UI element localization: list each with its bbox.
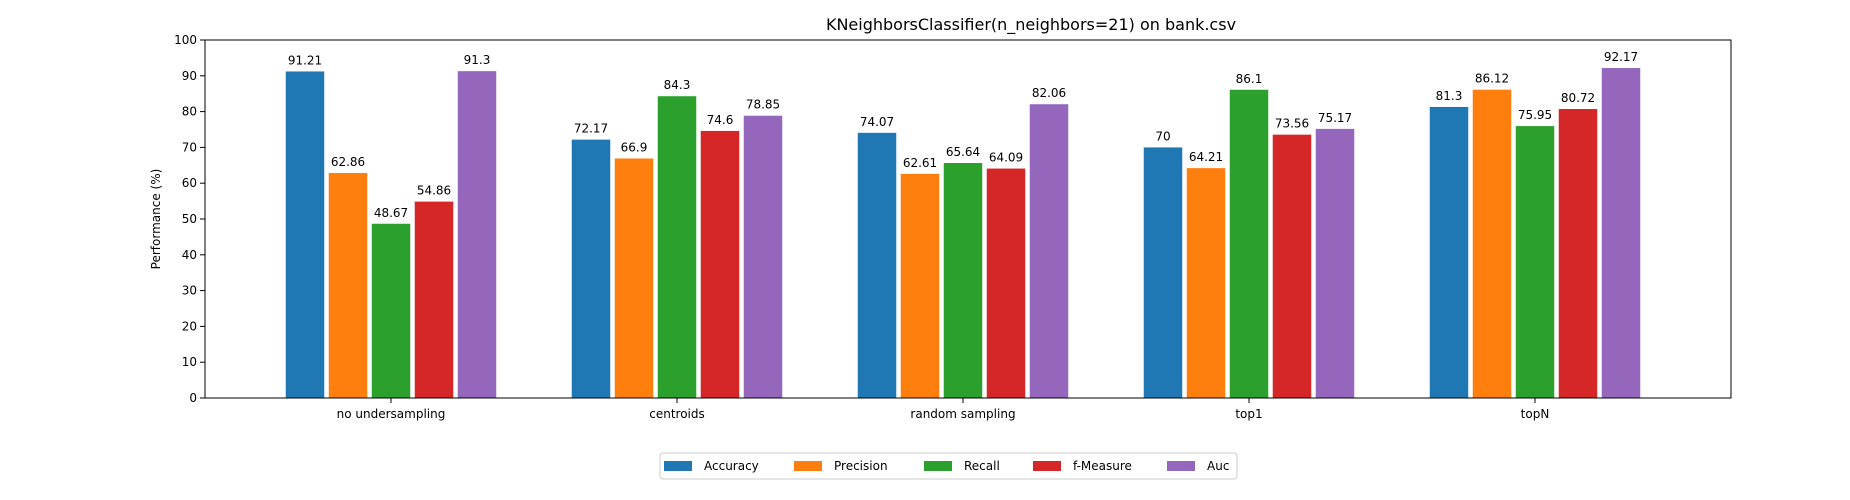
data-label: 70 (1155, 129, 1170, 143)
bar-recall (1229, 89, 1269, 399)
data-label: 84.3 (664, 78, 691, 92)
bar-accuracy (1143, 147, 1183, 398)
data-label: 82.06 (1032, 86, 1066, 100)
data-label: 78.85 (746, 98, 780, 112)
y-tick-label: 90 (182, 69, 197, 83)
bar-auc (457, 71, 497, 399)
legend-label: Precision (834, 459, 888, 473)
data-label: 73.56 (1275, 117, 1309, 131)
data-label: 64.09 (989, 151, 1023, 165)
y-tick-label: 40 (182, 248, 197, 262)
y-tick-label: 50 (182, 212, 197, 226)
legend-label: f-Measure (1073, 459, 1132, 473)
data-label: 72.17 (574, 122, 608, 136)
data-labels-group: 91.21 62.86 48.67 54.86 91.3 72.17 66.9 84.3 74.… (288, 50, 1638, 220)
data-label: 65.64 (946, 145, 980, 159)
data-label: 74.07 (860, 115, 894, 129)
y-tick-label: 100 (174, 33, 197, 47)
legend: Accuracy Precision Recall f-Measure Auc (659, 452, 1238, 480)
bar-recall (1515, 126, 1555, 398)
bar-auc (1315, 128, 1355, 398)
bar-recall (657, 96, 697, 399)
data-label: 86.1 (1236, 72, 1263, 86)
legend-label: Accuracy (704, 459, 759, 473)
data-label: 80.72 (1561, 91, 1595, 105)
data-label: 86.12 (1475, 72, 1509, 86)
data-label: 91.3 (464, 53, 491, 67)
bar-f-measure (986, 168, 1026, 398)
x-tick-label: no undersampling (337, 407, 446, 421)
legend-label: Recall (964, 459, 1000, 473)
data-label: 54.86 (417, 184, 451, 198)
legend-label: Auc (1207, 459, 1229, 473)
x-axis: no undersampling centroids random sampling… (337, 398, 1550, 421)
bar-precision (1186, 168, 1226, 398)
data-label: 92.17 (1604, 50, 1638, 64)
y-tick-label: 60 (182, 176, 197, 190)
legend-swatch (664, 461, 692, 471)
data-label: 75.17 (1318, 111, 1352, 125)
bar-precision (1472, 89, 1512, 398)
legend-swatch (794, 461, 822, 471)
data-label: 74.6 (707, 113, 734, 127)
bar-accuracy (857, 132, 897, 398)
legend-swatch (924, 461, 952, 471)
data-label: 81.3 (1436, 89, 1463, 103)
x-tick-label: centroids (649, 407, 705, 421)
y-axis: 0 10 20 30 40 50 60 70 80 90 100 (174, 33, 205, 405)
legend-swatch (1033, 461, 1061, 471)
x-tick-label: top1 (1235, 407, 1262, 421)
bar-recall (943, 163, 983, 398)
y-tick-label: 10 (182, 355, 197, 369)
bar-precision (328, 172, 368, 398)
y-tick-label: 30 (182, 284, 197, 298)
data-label: 66.9 (621, 140, 648, 154)
legend-swatch (1167, 461, 1195, 471)
data-label: 62.61 (903, 156, 937, 170)
data-label: 48.67 (374, 206, 408, 220)
y-axis-label: Performance (%) (149, 169, 163, 270)
y-tick-label: 20 (182, 319, 197, 333)
bar-auc (743, 115, 783, 398)
bar-precision (614, 158, 654, 398)
y-tick-label: 80 (182, 105, 197, 119)
bar-recall (371, 223, 411, 398)
bar-f-measure (700, 130, 740, 398)
data-label: 64.21 (1189, 150, 1223, 164)
bar-auc (1601, 68, 1641, 398)
bar-precision (900, 173, 940, 398)
bar-auc (1029, 104, 1069, 399)
data-label: 62.86 (331, 155, 365, 169)
data-label: 91.21 (288, 53, 322, 67)
plot-area: 91.21 62.86 48.67 54.86 91.3 72.17 66.9 84.3 74.… (174, 33, 1732, 421)
x-tick-label: topN (1521, 407, 1550, 421)
y-tick-label: 70 (182, 140, 197, 154)
chart-title: KNeighborsClassifier(n_neighbors=21) on … (826, 15, 1236, 35)
bars-group (285, 68, 1641, 399)
bar-f-measure (1558, 109, 1598, 398)
data-label: 75.95 (1518, 108, 1552, 122)
bar-accuracy (1429, 106, 1469, 399)
bar-accuracy (285, 71, 325, 398)
bar-accuracy (571, 139, 611, 398)
x-tick-label: random sampling (910, 407, 1015, 421)
bar-f-measure (1272, 134, 1312, 398)
bar-f-measure (414, 201, 454, 398)
y-tick-label: 0 (189, 391, 197, 405)
